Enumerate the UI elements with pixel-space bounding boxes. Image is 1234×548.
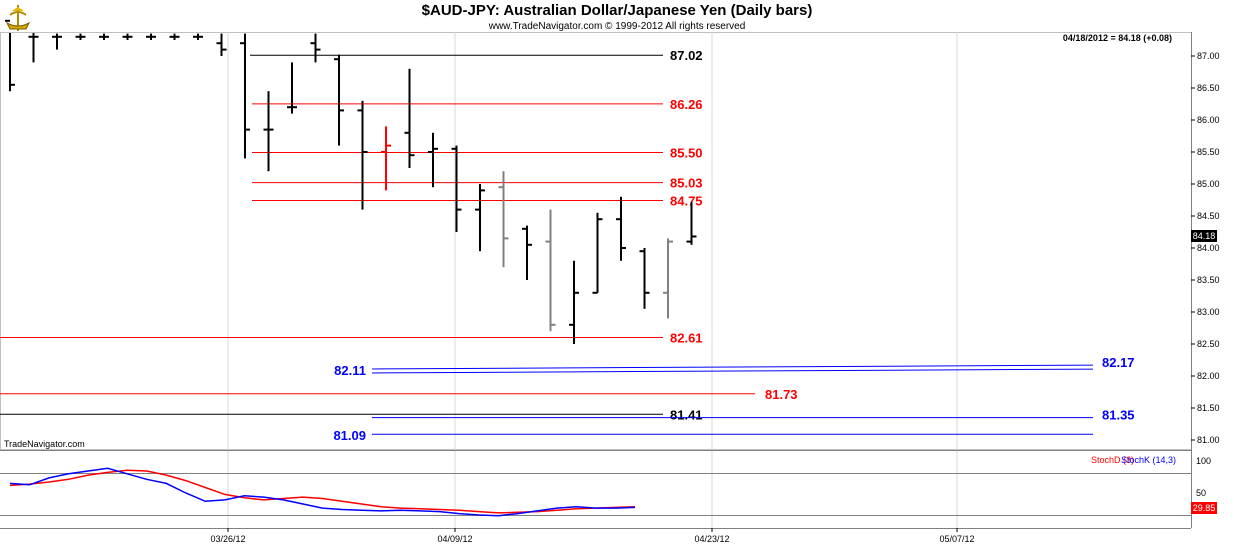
level-label: 85.50 — [670, 146, 703, 161]
ohlc-bar — [498, 171, 509, 268]
price-tick-label: 87.00 — [1197, 51, 1220, 61]
price-axis-ticks: 87.00 86.50 86.00 85.50 85.00 84.50 84.00 83.50… — [1191, 51, 1220, 445]
ohlc-bar — [475, 184, 485, 252]
price-tick-label: 83.50 — [1197, 275, 1220, 285]
date-tick-label: 04/23/12 — [694, 534, 729, 544]
blue-level-line — [371, 368, 1094, 374]
stoch-last-label: 29.85 — [1193, 503, 1216, 513]
date-tick-label: 04/09/12 — [437, 534, 472, 544]
ohlc-bar — [381, 126, 391, 191]
stoch-tick-100: 100 — [1196, 456, 1211, 466]
legend-stochd: StochD (3) — [1091, 455, 1134, 465]
stoch-series-line — [9, 467, 636, 517]
price-tick-label: 83.00 — [1197, 307, 1220, 317]
ohlc-bar — [146, 33, 156, 40]
price-panel-frame — [0, 32, 1192, 450]
ohlc-bar — [404, 68, 415, 168]
price-tick-label: 85.50 — [1197, 147, 1220, 157]
ohlc-bar — [169, 33, 180, 40]
price-tick-label: 85.00 — [1197, 179, 1220, 189]
ohlc-bars — [5, 19, 697, 344]
blue-level-label-right: 81.35 — [1102, 408, 1135, 423]
date-readout: 04/18/2012 = 84.18 (+0.08) — [1063, 33, 1172, 43]
price-tick-label: 84.50 — [1197, 211, 1220, 221]
ohlc-bar — [686, 201, 697, 245]
date-tick-label: 05/07/12 — [939, 534, 974, 544]
chart-title: $AUD-JPY: Australian Dollar/Japanese Yen… — [422, 2, 813, 19]
last-price-badge: 84.18 — [1191, 230, 1217, 242]
stoch-series-line — [9, 469, 636, 514]
ohlc-bar — [193, 33, 203, 40]
price-tick-label: 82.50 — [1197, 339, 1220, 349]
ohlc-bar — [357, 100, 368, 210]
vertical-gridlines — [227, 32, 958, 528]
price-tick-label: 84.00 — [1197, 243, 1220, 253]
blue-level-label-left: 82.11 — [334, 363, 366, 378]
chart-subtitle: www.TradeNavigator.com © 1999-2012 All r… — [488, 21, 746, 32]
ohlc-bar — [240, 33, 250, 159]
ohlc-bar — [616, 196, 626, 261]
indicator-panel-title: TradeNavigator.com — [4, 439, 85, 449]
price-tick-label: 86.50 — [1197, 83, 1220, 93]
ohlc-bar — [663, 238, 673, 319]
ohlc-bar — [52, 33, 62, 50]
price-tick-label: 81.00 — [1197, 435, 1220, 445]
date-tick-label: 03/26/12 — [210, 534, 245, 544]
ohlc-bar — [334, 54, 344, 146]
last-price-label: 84.18 — [1193, 231, 1216, 241]
stoch-last-badge: 29.85 — [1191, 502, 1217, 514]
horizontal-levels: 87.02 86.26 85.50 85.03 84.75 82.61 81.73 81.41… — [0, 48, 1135, 443]
ohlc-bar — [99, 33, 109, 40]
blue-level-label-right: 82.17 — [1102, 355, 1135, 370]
stoch-tick-50: 50 — [1196, 488, 1206, 498]
price-tick-label: 81.50 — [1197, 403, 1220, 413]
legend-stochk: StochK (14,3) — [1121, 455, 1176, 465]
ohlc-bar — [287, 62, 297, 114]
ohlc-bar — [592, 212, 603, 294]
ohlc-bar — [428, 132, 438, 188]
level-label: 86.26 — [670, 97, 703, 112]
ohlc-bar — [5, 19, 15, 92]
ohlc-bar — [522, 225, 532, 280]
ohlc-bar — [545, 209, 556, 332]
ohlc-bar — [451, 145, 462, 232]
price-tick-label: 86.00 — [1197, 115, 1220, 125]
level-label: 84.75 — [670, 194, 703, 209]
blue-level-line — [371, 364, 1094, 370]
level-label: 85.03 — [670, 176, 703, 191]
level-label: 82.61 — [670, 330, 703, 345]
ohlc-bar — [75, 33, 86, 40]
ohlc-bar — [263, 91, 274, 172]
ohlc-bar — [28, 33, 39, 63]
ohlc-bar — [569, 260, 579, 344]
date-axis-ticks: 03/26/12 04/09/12 04/23/12 05/07/12 — [210, 528, 975, 544]
ohlc-bar — [310, 33, 321, 63]
price-tick-label: 82.00 — [1197, 371, 1220, 381]
ohlc-bar — [216, 33, 227, 56]
level-label: 81.73 — [765, 387, 798, 402]
blue-level-label-left: 81.09 — [333, 428, 366, 443]
ohlc-bar — [639, 248, 650, 309]
logo-icon — [5, 5, 31, 31]
level-label: 81.41 — [670, 407, 703, 422]
stochastic-lines — [9, 467, 636, 517]
ohlc-bar — [122, 33, 133, 40]
level-label: 87.02 — [670, 48, 703, 63]
